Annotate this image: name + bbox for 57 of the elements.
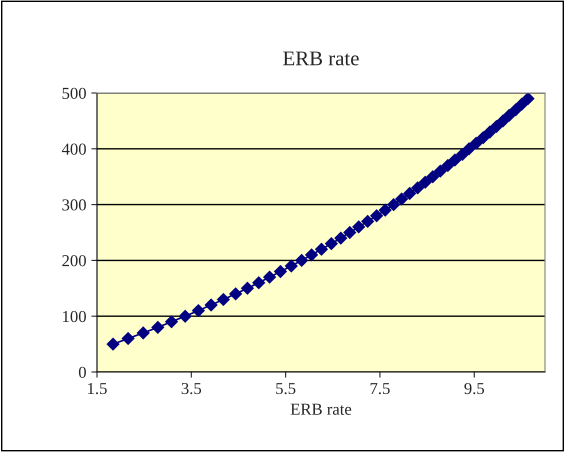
point <box>448 154 462 166</box>
y-tick-label: 0 <box>78 366 86 378</box>
point <box>490 120 503 133</box>
point <box>387 198 400 212</box>
point <box>522 93 534 105</box>
point <box>395 192 408 206</box>
point <box>192 304 205 318</box>
x-tick-label: 1.5 <box>88 382 107 394</box>
point <box>295 254 308 267</box>
point <box>434 164 447 178</box>
point <box>178 310 192 323</box>
point <box>343 226 356 239</box>
point <box>441 159 454 172</box>
point <box>216 293 230 306</box>
y-tick-label: 300 <box>62 199 86 211</box>
point <box>334 232 348 244</box>
point <box>204 298 218 312</box>
point <box>502 108 516 122</box>
point <box>509 103 522 116</box>
point <box>476 131 490 144</box>
point <box>315 242 328 256</box>
point <box>263 270 276 284</box>
point <box>378 204 392 217</box>
point <box>352 220 366 234</box>
point <box>241 282 254 295</box>
chart-title: ERB rate <box>283 52 359 66</box>
x-tick-label: 3.5 <box>182 382 202 394</box>
point <box>403 187 416 200</box>
point <box>106 338 120 351</box>
point <box>470 136 483 150</box>
x-tick-label: 7.5 <box>370 383 390 394</box>
x-tick-label: 5.5 <box>276 383 296 394</box>
point <box>305 248 318 262</box>
point <box>324 237 338 250</box>
x-tick-label: 9.5 <box>464 382 484 394</box>
point <box>151 320 164 334</box>
point <box>370 209 384 222</box>
point <box>426 170 440 184</box>
point <box>122 332 135 345</box>
point <box>252 276 266 290</box>
x-axis-title: ERB rate <box>290 404 352 415</box>
y-tick-label: 100 <box>63 310 86 322</box>
y-tick-label: 200 <box>62 255 86 266</box>
point <box>418 176 432 189</box>
point <box>165 315 178 328</box>
point <box>496 114 510 128</box>
y-tick-label: 400 <box>62 144 86 155</box>
y-tick-label: 500 <box>62 88 86 99</box>
point <box>483 126 496 138</box>
point <box>456 148 469 161</box>
point <box>462 142 476 156</box>
point <box>284 260 298 272</box>
point <box>136 326 150 340</box>
point <box>361 214 374 228</box>
point <box>274 265 287 278</box>
point <box>229 287 242 300</box>
point <box>411 181 424 194</box>
